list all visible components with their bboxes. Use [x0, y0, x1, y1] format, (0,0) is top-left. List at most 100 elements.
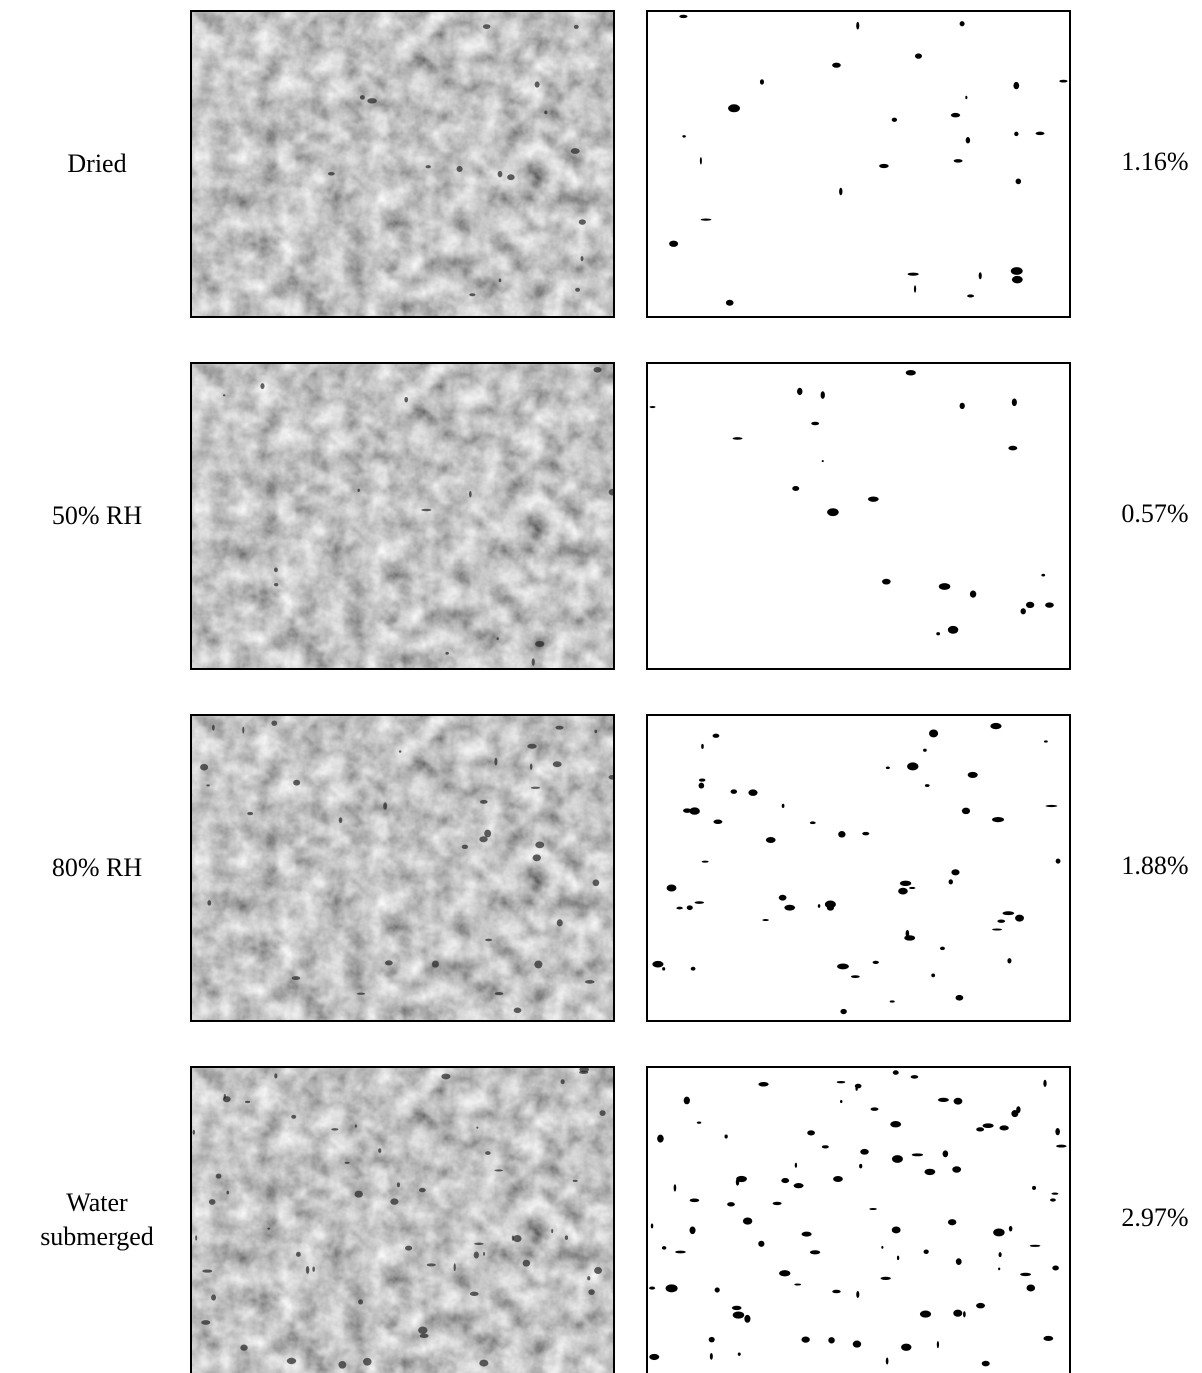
sem-pore	[338, 1361, 346, 1369]
pore	[1052, 1193, 1059, 1195]
sem-pore	[357, 489, 359, 492]
sem-pore	[200, 764, 208, 771]
sem-pore	[470, 1292, 479, 1296]
sem-pore	[533, 854, 541, 861]
pore	[900, 881, 911, 886]
sem-pore	[211, 1294, 216, 1300]
binary-bg	[646, 10, 1071, 318]
pore	[758, 1082, 768, 1087]
pore	[822, 460, 824, 462]
sem-pore	[527, 744, 536, 749]
pore	[828, 1337, 835, 1343]
pore	[695, 901, 704, 904]
row-label: Dried	[22, 147, 172, 181]
sem-pore	[331, 1128, 338, 1131]
pore	[998, 1268, 1000, 1271]
sem-pore	[201, 1320, 210, 1325]
sem-pore	[483, 1252, 485, 1256]
sem-pore	[561, 1079, 565, 1084]
pore	[810, 1250, 820, 1254]
pore	[892, 1226, 901, 1233]
pore	[758, 1241, 764, 1247]
pore	[992, 928, 1002, 930]
pore	[744, 1315, 750, 1323]
pore	[662, 1246, 666, 1250]
sem-pore	[483, 24, 490, 29]
sem-texture	[190, 10, 615, 318]
pore	[1011, 267, 1023, 275]
sem-pore	[574, 25, 579, 29]
pore	[738, 1352, 741, 1355]
sem-pore	[206, 784, 210, 786]
sem-pore	[193, 1130, 195, 1135]
sem-pore	[242, 727, 244, 734]
pore	[915, 53, 922, 58]
pore	[1041, 574, 1045, 577]
sem-pore	[575, 288, 580, 292]
pore	[676, 907, 682, 910]
pore	[869, 1208, 877, 1210]
pore	[1056, 1145, 1067, 1148]
sem-pore	[532, 658, 535, 666]
pore	[1013, 82, 1019, 89]
pore	[892, 1155, 903, 1163]
pore	[701, 744, 704, 749]
pore	[657, 1135, 664, 1143]
pore	[679, 15, 687, 18]
pore	[892, 118, 897, 122]
sem-pore	[209, 1199, 216, 1205]
porosity-value: 1.16%	[1105, 147, 1202, 177]
porosity-value: 0.57%	[1105, 499, 1202, 529]
pore	[954, 159, 963, 162]
pore	[908, 273, 919, 276]
pore	[725, 1134, 728, 1138]
sem-pore	[594, 730, 597, 734]
binary-bg	[646, 1066, 1071, 1373]
sem-pore	[207, 900, 211, 905]
pore	[675, 1251, 686, 1254]
pore	[652, 961, 663, 968]
pore	[949, 879, 953, 884]
pore	[840, 1009, 846, 1014]
pore	[827, 508, 839, 516]
sem-pore	[378, 1148, 381, 1152]
pore	[811, 422, 819, 425]
pore	[860, 1149, 868, 1155]
pore	[851, 975, 860, 978]
pore	[690, 1198, 700, 1202]
pore	[904, 935, 915, 940]
pore	[925, 784, 930, 787]
sem-pore	[328, 172, 335, 175]
pore	[833, 1176, 843, 1182]
pore	[773, 1202, 782, 1205]
pore	[936, 632, 940, 635]
sem-pore	[593, 879, 600, 886]
pore	[909, 887, 915, 889]
sem-pore	[579, 1071, 588, 1074]
pore	[862, 832, 869, 835]
pore	[669, 241, 678, 247]
pore	[713, 734, 720, 738]
binary-image	[646, 1066, 1071, 1373]
sem-pore	[498, 171, 503, 178]
sem-pore	[274, 1073, 277, 1078]
pore	[855, 1086, 857, 1091]
pore	[993, 1229, 1004, 1237]
pore	[651, 1224, 653, 1229]
pore	[970, 591, 976, 598]
sem-pore	[557, 919, 563, 926]
sem-pore	[579, 219, 586, 224]
pore	[702, 861, 709, 863]
pore	[982, 1361, 990, 1367]
pore	[667, 884, 677, 891]
pore	[871, 1107, 879, 1110]
pore	[766, 837, 776, 843]
pore	[940, 947, 945, 951]
sem-pore	[457, 166, 463, 172]
sem-pore	[544, 110, 547, 114]
pore	[1012, 399, 1017, 407]
pore	[853, 1341, 861, 1348]
sem-pore	[385, 960, 393, 965]
pore	[807, 1130, 815, 1135]
sem-texture	[190, 1066, 615, 1373]
